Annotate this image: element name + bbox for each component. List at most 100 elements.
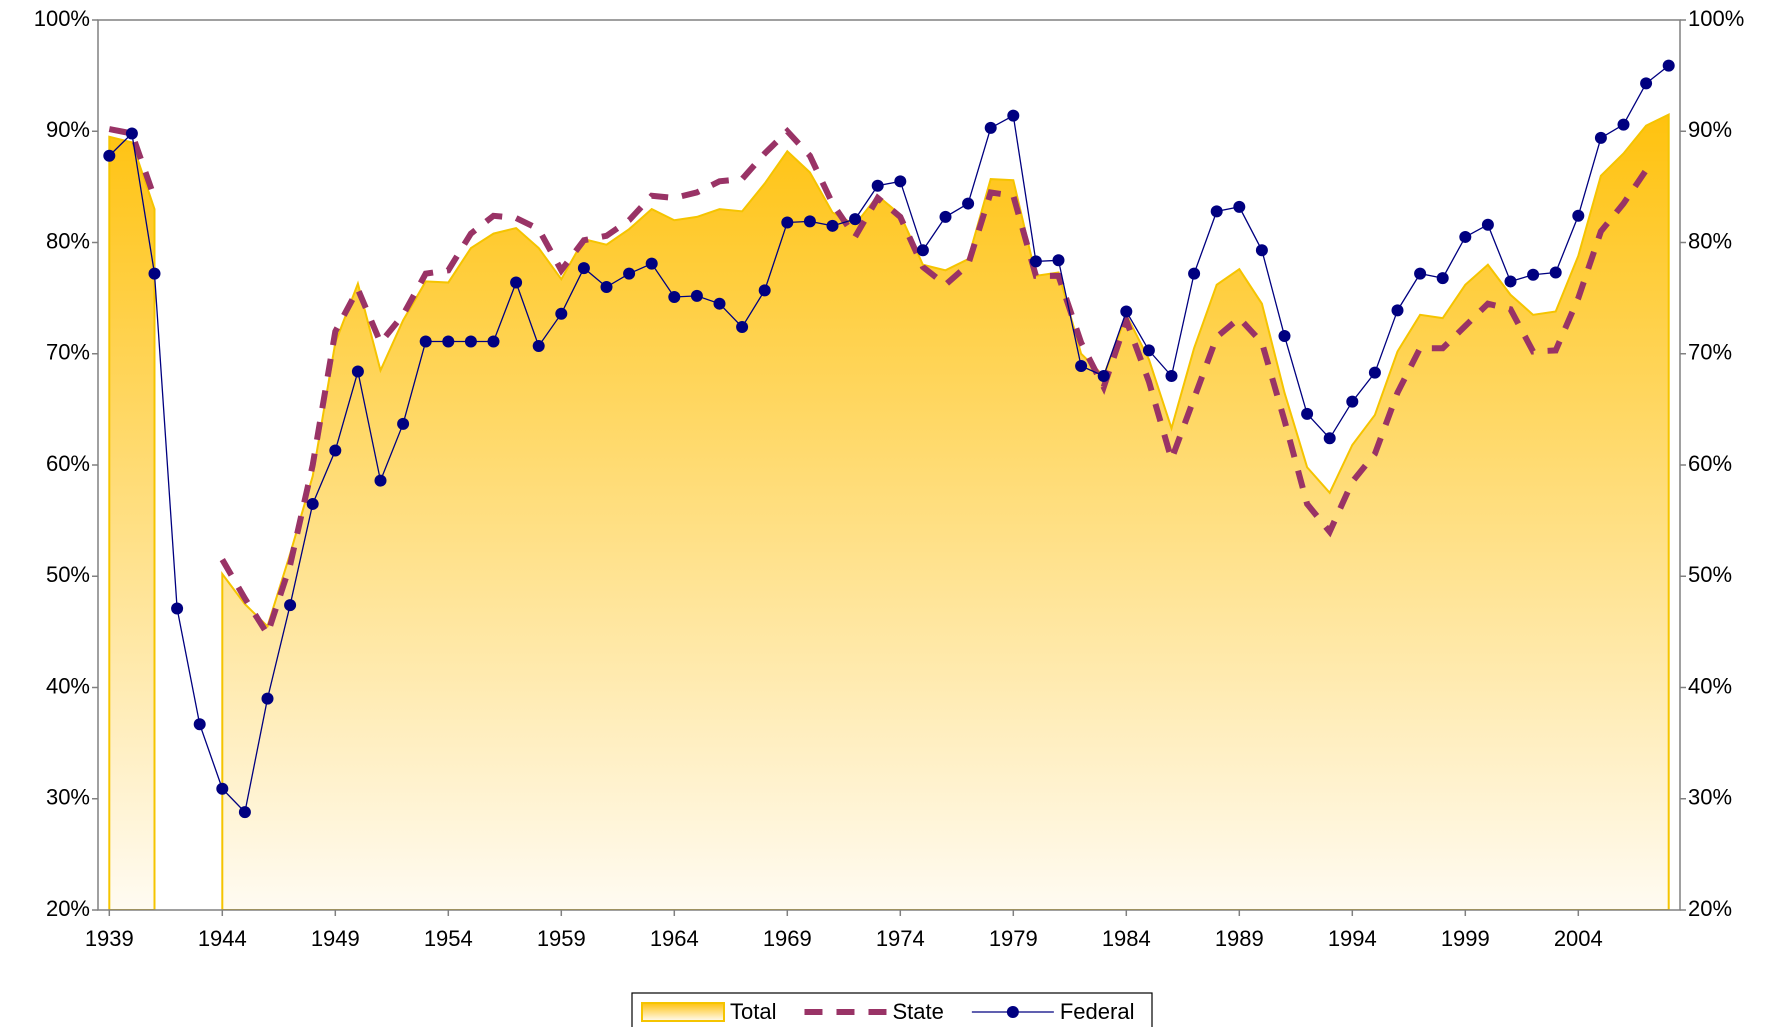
point — [1097, 370, 1110, 382]
point — [306, 497, 319, 510]
x-tick-label: 1989 — [1215, 926, 1264, 951]
point — [577, 262, 590, 275]
x-tick-label: 1939 — [85, 926, 134, 951]
x-tick-label: 1984 — [1102, 926, 1151, 951]
line — [108, 65, 1670, 814]
point — [1142, 344, 1155, 357]
point — [103, 149, 116, 162]
y2-tick-label: 100% — [1688, 6, 1744, 31]
point — [1029, 255, 1042, 268]
point — [1594, 131, 1607, 144]
legend-label: Total — [730, 999, 776, 1024]
y2-tick-label: 80% — [1688, 228, 1732, 253]
legend-label: State — [892, 999, 943, 1024]
point — [713, 297, 726, 310]
point — [1255, 244, 1268, 257]
point — [374, 474, 387, 487]
point — [1210, 205, 1223, 218]
legend-marker — [1006, 1006, 1019, 1018]
y-tick-label: 100% — [34, 6, 90, 31]
point — [1640, 77, 1653, 90]
point — [600, 281, 613, 293]
area — [108, 112, 1670, 910]
y-tick-label: 20% — [46, 896, 90, 921]
y2-tick-label: 50% — [1688, 562, 1732, 587]
point — [736, 321, 749, 334]
point — [532, 339, 545, 352]
point — [1549, 266, 1562, 279]
point — [1414, 267, 1427, 280]
point — [193, 718, 206, 731]
y2-tick-label: 30% — [1688, 785, 1732, 810]
y-tick-label: 30% — [46, 785, 90, 810]
point — [397, 417, 410, 430]
point — [803, 215, 816, 228]
x-tick-label: 2004 — [1554, 926, 1603, 951]
y-tick-label: 90% — [46, 117, 90, 142]
plot-area — [103, 59, 1675, 910]
point — [261, 692, 274, 705]
x-tick-label: 1949 — [311, 926, 360, 951]
point — [510, 276, 523, 289]
point — [216, 782, 229, 795]
point — [962, 197, 975, 210]
y2-tick-label: 60% — [1688, 451, 1732, 476]
point — [1007, 109, 1020, 122]
point — [939, 210, 952, 223]
y-tick-label: 70% — [46, 340, 90, 365]
point — [1662, 59, 1675, 72]
point — [487, 335, 500, 348]
point — [1278, 329, 1291, 342]
y-tick-label: 80% — [46, 228, 90, 253]
point — [1233, 200, 1246, 213]
y2-tick-label: 70% — [1688, 340, 1732, 365]
x-tick-label: 1964 — [650, 926, 699, 951]
point — [758, 284, 771, 297]
point — [555, 307, 568, 320]
point — [1165, 370, 1178, 382]
point — [238, 806, 251, 819]
point — [781, 216, 794, 229]
point — [1572, 209, 1585, 222]
point — [1459, 230, 1472, 243]
point — [419, 335, 432, 348]
x-tick-label: 1954 — [424, 926, 473, 951]
point — [1120, 305, 1133, 318]
point — [916, 244, 929, 257]
point — [826, 219, 839, 232]
point — [668, 291, 681, 304]
point — [849, 213, 862, 226]
x-tick-label: 1959 — [537, 926, 586, 951]
point — [1188, 267, 1201, 280]
point — [1436, 272, 1449, 285]
point — [1527, 268, 1540, 281]
point — [351, 365, 364, 378]
y2-tick-label: 20% — [1688, 896, 1732, 921]
y-tick-label: 40% — [46, 673, 90, 698]
y2-tick-label: 90% — [1688, 117, 1732, 142]
point — [1391, 304, 1404, 317]
point — [1075, 359, 1088, 372]
x-tick-label: 1994 — [1328, 926, 1377, 951]
y2-tick-label: 40% — [1688, 673, 1732, 698]
x-tick-label: 1944 — [198, 926, 247, 951]
legend: Total State Federal — [631, 992, 1153, 1027]
point — [1301, 407, 1314, 420]
point — [442, 335, 455, 348]
point — [329, 444, 342, 457]
point — [148, 267, 161, 280]
x-tick-label: 1974 — [876, 926, 925, 951]
point — [171, 602, 184, 615]
point — [1481, 218, 1494, 231]
point — [871, 179, 884, 192]
x-tick-label: 1979 — [989, 926, 1038, 951]
point — [1504, 275, 1517, 288]
point — [894, 175, 907, 188]
point — [984, 121, 997, 134]
point — [464, 335, 477, 348]
line — [108, 126, 1649, 642]
point — [1368, 366, 1381, 379]
point — [1323, 432, 1336, 445]
legend-swatch — [641, 1002, 725, 1022]
